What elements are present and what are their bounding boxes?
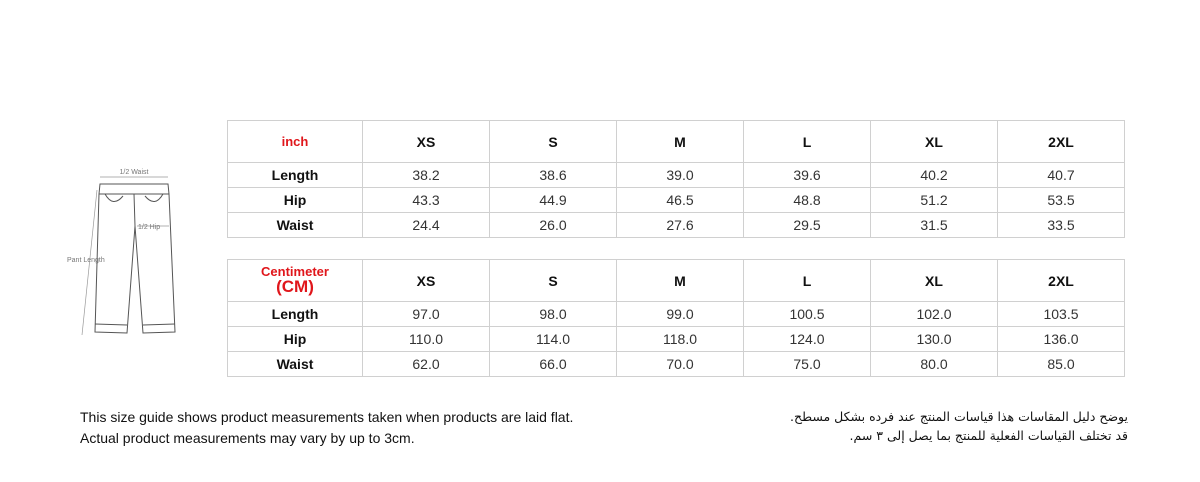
pants-diagram: 1/2 Waist 1/2 Hip Pant Length <box>67 169 176 336</box>
cell-value: 80.0 <box>870 351 998 377</box>
header-row: inch XS S M L XL 2XL <box>227 120 1125 163</box>
size-header: XL <box>870 120 998 163</box>
cell-value: 53.5 <box>997 187 1125 213</box>
cell-value: 110.0 <box>362 326 490 352</box>
cell-value: 27.6 <box>616 212 744 238</box>
row-label: Hip <box>227 326 363 352</box>
measure-row: Length 38.2 38.6 39.0 39.6 40.2 40.7 <box>227 162 1125 188</box>
note-arabic: قد تختلف القياسات الفعلية للمنتج بما يصل… <box>849 428 1128 443</box>
cell-value: 33.5 <box>997 212 1125 238</box>
cell-value: 103.5 <box>997 301 1125 327</box>
size-table: inch XS S M L XL 2XL Length 38.2 38.6 39.0 39.6 40.2… <box>227 120 1125 238</box>
cell-value: 98.0 <box>489 301 617 327</box>
cell-value: 85.0 <box>997 351 1125 377</box>
size-header: L <box>743 120 871 163</box>
cell-value: 38.6 <box>489 162 617 188</box>
size-header: S <box>489 120 617 163</box>
measure-row: Waist 24.4 26.0 27.6 29.5 31.5 33.5 <box>227 212 1125 238</box>
size-header: M <box>616 120 744 163</box>
cell-value: 102.0 <box>870 301 998 327</box>
size-header: XS <box>362 259 490 302</box>
cell-value: 43.3 <box>362 187 490 213</box>
cell-value: 44.9 <box>489 187 617 213</box>
cell-value: 39.0 <box>616 162 744 188</box>
row-label: Waist <box>227 212 363 238</box>
unit-cell: inch <box>227 120 363 163</box>
cell-value: 118.0 <box>616 326 744 352</box>
cell-value: 114.0 <box>489 326 617 352</box>
size-header: M <box>616 259 744 302</box>
note-arabic: يوضح دليل المقاسات هذا قياسات المنتج عند… <box>790 409 1128 424</box>
unit-label: Centimeter <box>261 264 329 279</box>
header-row: Centimeter (CM) XS S M L XL 2XL <box>227 259 1125 302</box>
cell-value: 26.0 <box>489 212 617 238</box>
unit-label: inch <box>281 134 309 149</box>
cell-value: 99.0 <box>616 301 744 327</box>
measure-row: Waist 62.0 66.0 70.0 75.0 80.0 85.0 <box>227 351 1125 377</box>
size-header: S <box>489 259 617 302</box>
cell-value: 31.5 <box>870 212 998 238</box>
size-header: XS <box>362 120 490 163</box>
cell-value: 24.4 <box>362 212 490 238</box>
cell-value: 62.0 <box>362 351 490 377</box>
cell-value: 130.0 <box>870 326 998 352</box>
cell-value: 29.5 <box>743 212 871 238</box>
cell-value: 46.5 <box>616 187 744 213</box>
length-label: Pant Length <box>67 257 105 264</box>
cell-value: 136.0 <box>997 326 1125 352</box>
cell-value: 66.0 <box>489 351 617 377</box>
measure-row: Hip 43.3 44.9 46.5 48.8 51.2 53.5 <box>227 187 1125 213</box>
cell-value: 40.2 <box>870 162 998 188</box>
row-label: Length <box>227 301 363 327</box>
cell-value: 48.8 <box>743 187 871 213</box>
size-table: Centimeter (CM) XS S M L XL 2XL Length 97.0 98.0 99… <box>227 259 1125 377</box>
size-header: XL <box>870 259 998 302</box>
unit-label: (CM) <box>276 277 314 296</box>
row-label: Waist <box>227 351 363 377</box>
row-label: Hip <box>227 187 363 213</box>
cell-value: 39.6 <box>743 162 871 188</box>
hip-label: 1/2 Hip <box>138 224 160 231</box>
cell-value: 100.5 <box>743 301 871 327</box>
cell-value: 40.7 <box>997 162 1125 188</box>
row-label: Length <box>227 162 363 188</box>
measure-row: Length 97.0 98.0 99.0 100.5 102.0 103.5 <box>227 301 1125 327</box>
cell-value: 70.0 <box>616 351 744 377</box>
note-english: This size guide shows product measuremen… <box>80 409 574 425</box>
waist-label: 1/2 Waist <box>120 169 149 176</box>
cell-value: 38.2 <box>362 162 490 188</box>
cell-value: 75.0 <box>743 351 871 377</box>
cell-value: 124.0 <box>743 326 871 352</box>
size-header: 2XL <box>997 120 1125 163</box>
cell-value: 51.2 <box>870 187 998 213</box>
note-english: Actual product measurements may vary by … <box>80 430 415 446</box>
unit-cell: Centimeter (CM) <box>227 259 363 302</box>
size-header: 2XL <box>997 259 1125 302</box>
measure-row: Hip 110.0 114.0 118.0 124.0 130.0 136.0 <box>227 326 1125 352</box>
size-header: L <box>743 259 871 302</box>
cell-value: 97.0 <box>362 301 490 327</box>
